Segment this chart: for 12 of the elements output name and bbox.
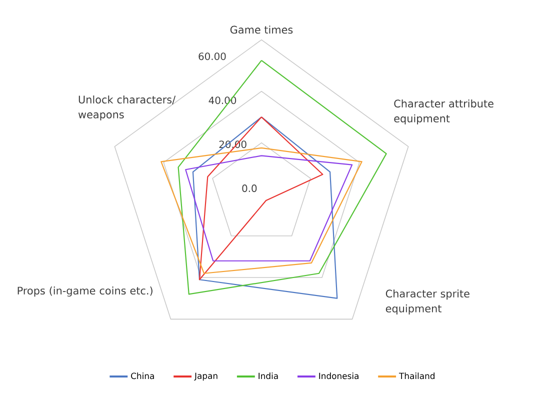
- spoke-label: Character sprite equipment: [386, 289, 470, 314]
- spoke-label: Game times: [230, 25, 293, 34]
- spoke-label: Props (in-game coins etc.): [18, 286, 152, 296]
- spoke-label: Character attribute equipment: [394, 99, 494, 124]
- legend-label: Japan: [194, 372, 218, 380]
- legend-label: Indonesia: [319, 372, 358, 379]
- y-tick-label: 0.0: [242, 184, 257, 192]
- legend-label: Thailand: [398, 372, 434, 379]
- y-tick-label: 60.00: [198, 52, 226, 60]
- spoke-label: Unlock characters/ weapons: [78, 95, 176, 120]
- legend-label: China: [131, 372, 154, 379]
- legend-label: India: [258, 372, 278, 379]
